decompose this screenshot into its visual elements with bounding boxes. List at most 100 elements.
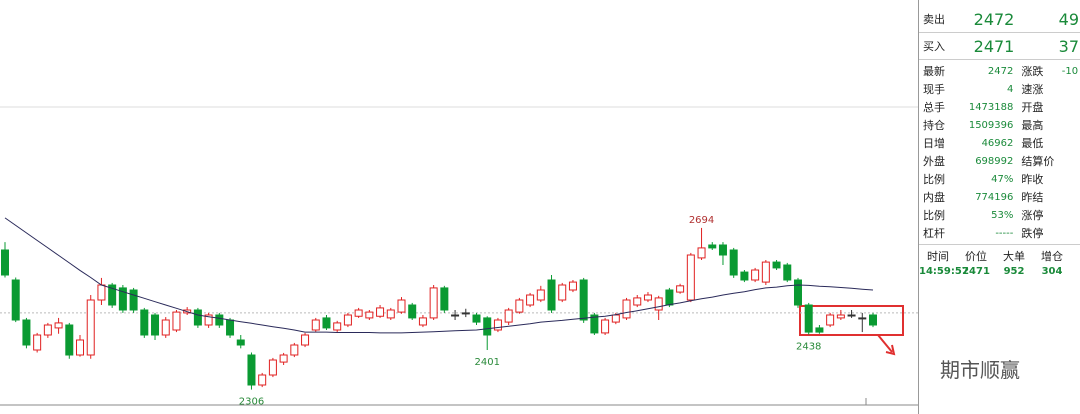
candle-body <box>622 299 631 319</box>
candle-body <box>408 304 417 319</box>
candle-body <box>397 299 406 313</box>
candle-body <box>590 314 599 334</box>
candle-body <box>440 287 449 311</box>
candle-body <box>11 279 20 321</box>
label: 卖出 <box>923 13 945 26</box>
candle-body <box>258 374 267 386</box>
cell: 952 <box>1003 266 1025 277</box>
candle-body <box>869 314 877 326</box>
cell: 14:59:57 <box>919 266 969 277</box>
cell: 涨停 <box>1021 209 1044 222</box>
candle-body <box>579 279 588 321</box>
candle-body <box>676 285 685 293</box>
price-annotation: 2694 <box>689 215 714 226</box>
candle-body <box>172 311 181 331</box>
candle-body <box>418 317 427 326</box>
cell: 内盘 <box>923 191 945 204</box>
quote-row: 总手 1473188 开盘 <box>919 98 1080 116</box>
candle-body <box>536 289 545 301</box>
ma-line <box>4 217 874 334</box>
cell: 持仓 <box>923 119 945 132</box>
cell: 增仓 <box>1041 250 1063 263</box>
candle-body <box>461 312 470 315</box>
candle-body <box>601 319 610 334</box>
candle-body <box>376 307 385 317</box>
quote-row: 比例 53% 涨停 <box>919 206 1080 224</box>
candle-body <box>65 324 74 356</box>
cell: 昨结 <box>1021 191 1044 204</box>
bid-row: 买入 2471 37 <box>919 33 1080 60</box>
price: 2472 <box>973 9 1015 29</box>
cell: 2471 <box>962 266 990 277</box>
watermark: 期市顺赢 <box>940 358 1020 382</box>
cell: 总手 <box>923 101 945 114</box>
cell: 结算价 <box>1021 155 1055 168</box>
price: 2471 <box>973 36 1015 56</box>
quote-row: 内盘 774196 昨结 <box>919 188 1080 206</box>
candle-body <box>54 322 63 329</box>
candle-body <box>836 314 845 319</box>
candle-body <box>665 289 674 306</box>
highlight-arrow <box>877 334 896 356</box>
candle-body <box>568 281 577 291</box>
candle-body <box>290 344 299 356</box>
candle-body <box>558 284 567 301</box>
candle-body <box>1 249 9 276</box>
candle-body <box>697 247 706 259</box>
candle-body <box>633 297 642 306</box>
quote-row: 日增 46962 最低 <box>919 134 1080 152</box>
candle-body <box>204 314 213 326</box>
volume: 49 <box>1058 9 1079 29</box>
candle-body <box>76 339 85 356</box>
cell: 速涨 <box>1021 83 1044 96</box>
quote-row: 外盘 698992 结算价 <box>919 152 1080 170</box>
ask-row: 卖出 2472 49 <box>919 6 1080 33</box>
candle-body <box>729 249 738 276</box>
candle-body <box>215 314 224 326</box>
tick-header: 时间 价位 大单 增仓 <box>919 248 1080 264</box>
volume: 37 <box>1058 36 1079 56</box>
quote-row: 现手 4 速涨 <box>919 80 1080 98</box>
candle-body <box>365 311 374 319</box>
candle-body <box>129 289 138 311</box>
candle-body <box>515 299 524 313</box>
cell: 价位 <box>965 250 987 263</box>
candle-body <box>140 309 149 336</box>
candle-body <box>333 322 342 331</box>
cell: 外盘 <box>923 155 945 168</box>
candle-body <box>22 319 31 346</box>
candle-body <box>86 299 95 356</box>
candle-body <box>751 269 760 281</box>
cell: 最低 <box>1021 137 1044 150</box>
candle-body <box>451 314 460 317</box>
quote-row: 杠杆 ----- 跌停 <box>919 224 1080 242</box>
candle-body <box>718 244 727 256</box>
quote-row: 最新 2472 涨跌 -10 <box>919 62 1080 80</box>
candle-body <box>279 354 288 363</box>
cell: 304 <box>1041 266 1063 277</box>
cell: 涨跌 <box>1021 65 1044 78</box>
candle-body <box>354 309 363 317</box>
candle-body <box>643 294 652 301</box>
candle-body <box>268 359 277 376</box>
candle-body <box>708 244 717 249</box>
tick-row: 14:59:572471 952 304 <box>919 264 1080 277</box>
candle-body <box>686 254 695 301</box>
quote-row: 比例 47% 昨收 <box>919 170 1080 188</box>
candle-body <box>611 314 620 323</box>
cell: 最新 <box>923 65 945 78</box>
candle-body <box>386 309 395 319</box>
candle-body <box>526 294 535 306</box>
candle-body <box>43 324 52 336</box>
candle-body <box>343 314 352 326</box>
candle-body <box>654 297 663 311</box>
candle-body <box>322 317 331 329</box>
cell: 46962 <box>981 137 1014 149</box>
candle-body <box>772 261 781 269</box>
candle-body <box>804 304 813 333</box>
candle-body <box>247 354 256 386</box>
price-annotation: 2401 <box>474 357 499 368</box>
cell: 最高 <box>1021 119 1044 132</box>
cell: 大单 <box>1003 250 1025 263</box>
